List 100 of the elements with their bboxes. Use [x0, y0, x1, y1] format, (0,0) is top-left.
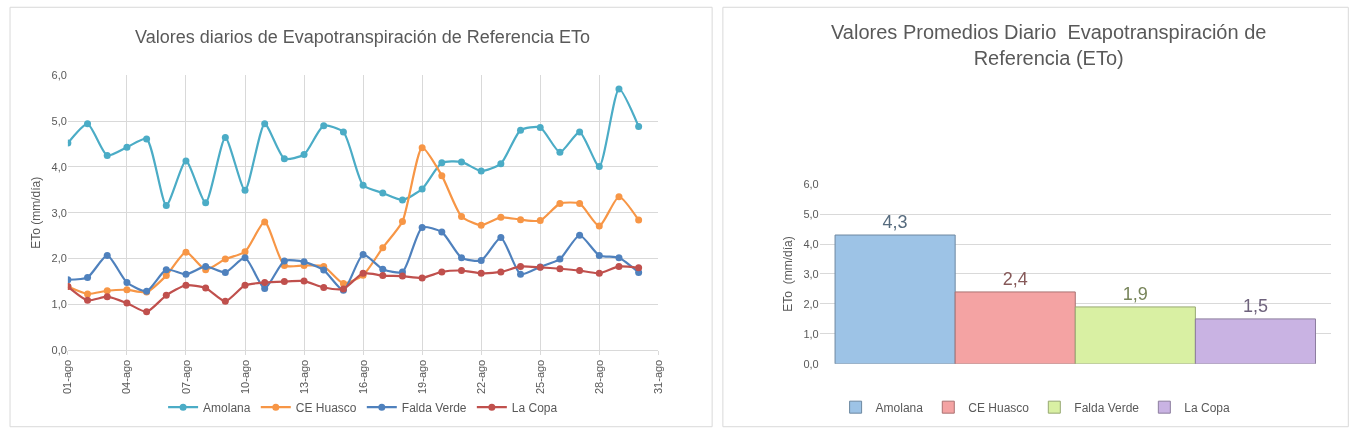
x-tick-label: 19-ago	[415, 359, 428, 395]
point	[458, 212, 466, 220]
point	[615, 254, 623, 262]
point	[379, 272, 387, 280]
y-tick-label: 5,0	[51, 114, 67, 127]
point	[418, 274, 426, 282]
point	[300, 258, 308, 266]
bar	[1194, 318, 1316, 364]
point	[103, 287, 111, 295]
point	[162, 272, 170, 280]
point	[280, 257, 288, 265]
y-tick-label: 4,0	[51, 160, 67, 173]
legend-label: CE Huasco	[295, 400, 357, 415]
point	[477, 221, 485, 229]
point	[379, 265, 387, 273]
x-tick-label: 31-ago	[651, 359, 664, 395]
point	[458, 254, 466, 262]
point	[84, 273, 92, 281]
point	[438, 172, 446, 180]
point	[477, 269, 485, 277]
point	[359, 251, 367, 258]
y-tick-label: 6,0	[803, 177, 819, 190]
legend-label: Amolana	[203, 400, 251, 415]
y-tick-label: 2,0	[803, 297, 819, 310]
point	[221, 297, 229, 305]
point	[182, 270, 190, 278]
point	[576, 200, 584, 208]
point	[123, 286, 131, 294]
data-label: 2,4	[1002, 268, 1028, 289]
point	[221, 134, 229, 142]
point	[359, 181, 367, 189]
legend-label: CE Huasco	[968, 400, 1030, 415]
data-label: 1,5	[1242, 295, 1268, 316]
point	[517, 270, 525, 278]
y-tick-label: 0,0	[803, 357, 819, 370]
point	[615, 193, 623, 201]
point	[379, 189, 387, 197]
data-label: 1,9	[1122, 283, 1148, 304]
point	[497, 268, 505, 276]
legend-label: Falda Verde	[401, 400, 467, 415]
y-tick-label: 1,0	[803, 327, 819, 340]
point	[261, 278, 269, 286]
x-tick-label: 25-ago	[533, 359, 546, 395]
point	[241, 186, 249, 194]
point	[182, 281, 190, 289]
point	[261, 120, 269, 128]
y-tick-label: 0,0	[51, 344, 67, 357]
point	[398, 272, 406, 280]
point	[339, 128, 347, 136]
point	[497, 160, 505, 168]
point	[556, 148, 564, 156]
point	[477, 256, 485, 264]
y-tick-label: 3,0	[51, 206, 67, 219]
point	[556, 265, 564, 273]
x-tick-label: 13-ago	[297, 359, 310, 395]
chart-title: Valores Promedios Diario Evapotranspiración de Referencia (ETo)	[831, 21, 1267, 69]
x-tick-label: 07-ago	[179, 359, 192, 395]
legend-label: Falda Verde	[1074, 400, 1140, 415]
point	[595, 222, 603, 230]
point	[84, 296, 92, 304]
point	[261, 218, 269, 226]
bar	[1074, 306, 1196, 364]
point	[438, 228, 446, 236]
x-tick-label: 28-ago	[592, 359, 605, 395]
point	[615, 85, 623, 93]
legend-label: Amolana	[875, 400, 924, 415]
point	[615, 262, 623, 270]
point	[202, 284, 210, 292]
point	[576, 267, 584, 275]
point	[458, 267, 466, 275]
point	[84, 290, 92, 298]
point	[241, 248, 249, 256]
x-tick-label: 16-ago	[356, 359, 369, 395]
point	[576, 231, 584, 239]
point	[103, 293, 111, 301]
point	[379, 244, 387, 252]
point	[202, 262, 210, 270]
x-tick-label: 04-ago	[120, 359, 133, 395]
bar	[954, 291, 1076, 364]
point	[635, 216, 643, 224]
point	[300, 151, 308, 159]
point	[221, 268, 229, 276]
point	[556, 200, 564, 208]
point	[182, 248, 190, 256]
point	[576, 128, 584, 136]
point	[536, 123, 544, 131]
x-tick-label: 22-ago	[474, 359, 487, 395]
point	[320, 284, 328, 292]
point	[517, 126, 525, 134]
point	[320, 122, 328, 130]
point	[202, 199, 210, 207]
x-tick-label: 01-ago	[61, 359, 74, 395]
bar	[834, 234, 956, 364]
point	[162, 266, 170, 274]
point	[261, 284, 269, 292]
point	[103, 251, 111, 259]
point	[418, 223, 426, 231]
point	[635, 123, 643, 131]
y-tick-label: 4,0	[803, 237, 819, 250]
point	[280, 278, 288, 286]
